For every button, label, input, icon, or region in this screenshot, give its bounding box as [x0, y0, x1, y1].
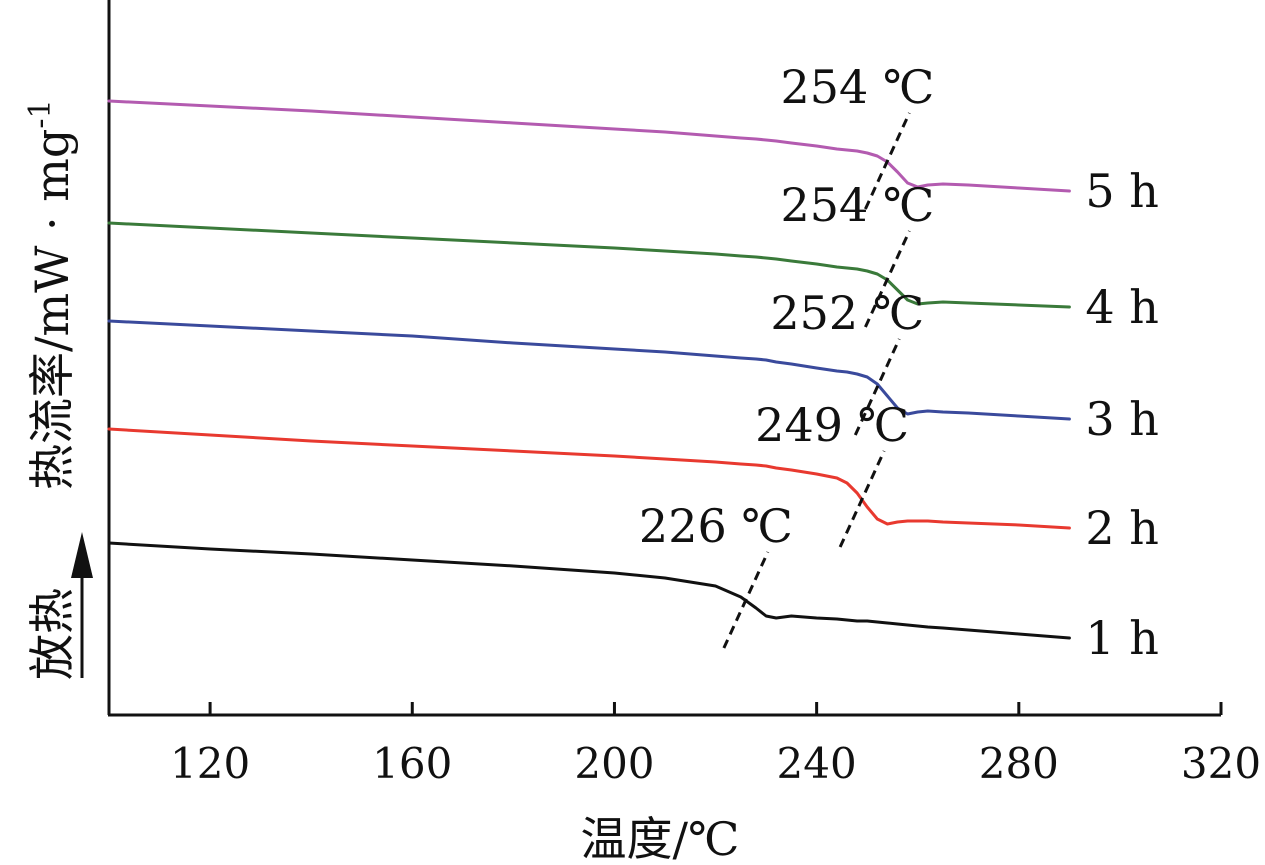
x-tick-label: 200 — [574, 739, 654, 788]
x-tick-label: 320 — [1181, 739, 1261, 788]
series-label: 5 h — [1085, 164, 1159, 218]
transition-tangent-line — [838, 450, 886, 548]
series-label: 3 h — [1085, 392, 1159, 446]
x-tick-label: 280 — [979, 739, 1059, 788]
x-axis-title: 温度/℃ — [581, 812, 740, 865]
exo-arrow-head — [71, 532, 93, 578]
y-axis-title-main: 热流率/mW · mg — [25, 129, 79, 490]
transition-tangent-line — [864, 112, 911, 210]
series-line — [107, 319, 1071, 421]
y-axis-title: 热流率/mW · mg-1 — [23, 99, 79, 490]
series-group: 1 h 2 h 3 h 4 h 5 h — [107, 99, 1159, 665]
y-axis-title-superscript: -1 — [23, 99, 58, 128]
exo-label: 放热 — [25, 588, 79, 680]
series-line — [107, 427, 1071, 530]
transition-temp-label: 252 ℃ — [770, 286, 924, 340]
series-label: 1 h — [1085, 611, 1159, 665]
transition-tangent-line — [864, 230, 911, 328]
transition-tangent-line — [853, 338, 901, 436]
transition-temp-label: 249 ℃ — [755, 398, 909, 452]
transition-tangent-line — [722, 551, 770, 649]
series-label: 4 h — [1085, 280, 1159, 334]
transition-annotations: 226 ℃ 249 ℃ 252 ℃ 254 ℃ 254 ℃ — [639, 60, 934, 649]
series-label: 2 h — [1085, 501, 1159, 555]
x-ticks: 120 160 200 240 280 320 — [170, 702, 1261, 788]
transition-temp-label: 254 ℃ — [780, 178, 934, 232]
series-line — [107, 221, 1071, 309]
series-line — [107, 99, 1071, 193]
x-tick-label: 120 — [170, 739, 250, 788]
x-tick-label: 240 — [777, 739, 857, 788]
x-tick-label: 160 — [372, 739, 452, 788]
transition-temp-label: 226 ℃ — [639, 499, 793, 553]
transition-temp-label: 254 ℃ — [780, 60, 934, 114]
series-line — [107, 541, 1071, 640]
